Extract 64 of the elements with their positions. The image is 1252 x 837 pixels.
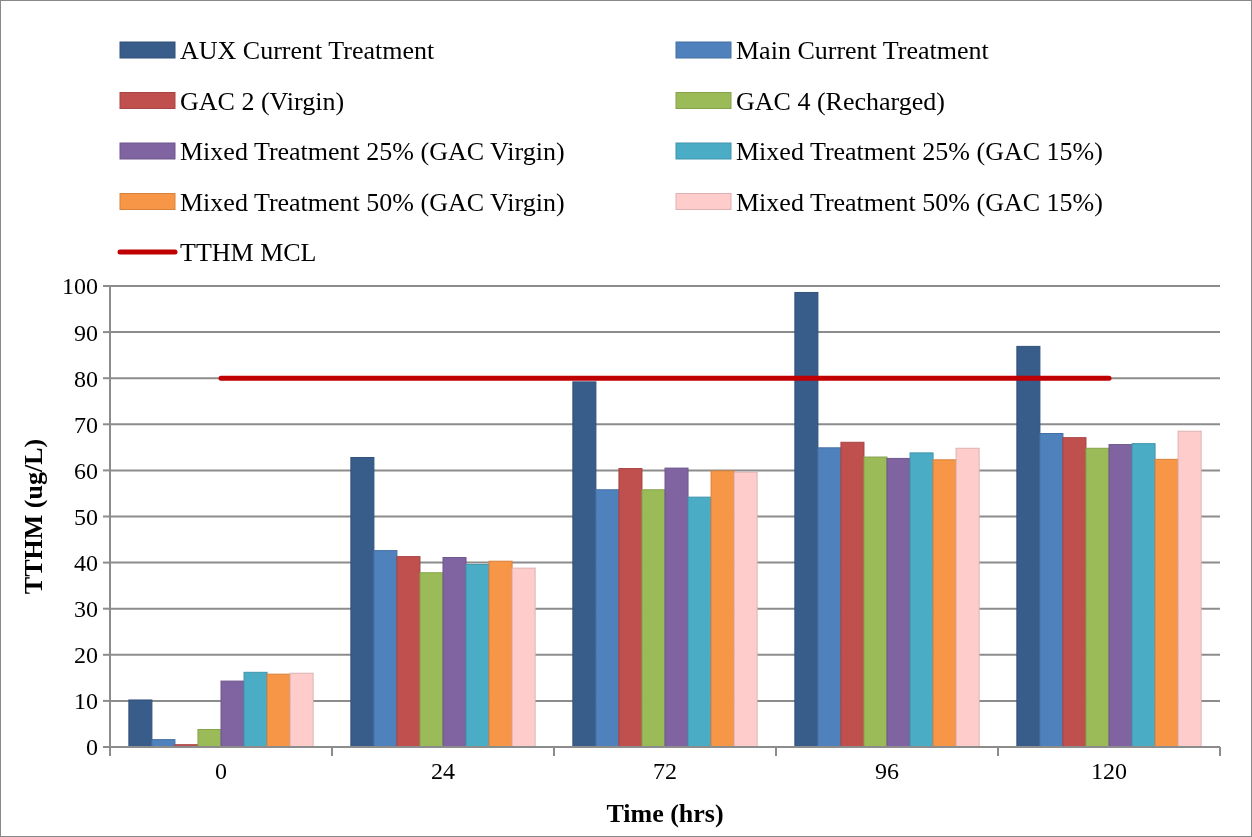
bar [687, 496, 712, 748]
bar [396, 556, 421, 748]
bar [733, 471, 758, 748]
x-tick-label: 0 [215, 758, 227, 784]
bar [794, 291, 819, 748]
y-tick-label: 60 [74, 457, 98, 484]
legend-label: GAC 4 (Recharged) [736, 86, 945, 116]
y-tick-label: 90 [74, 319, 98, 346]
bar [840, 441, 865, 748]
x-tick-label: 96 [875, 758, 899, 784]
y-tick-label: 70 [74, 411, 98, 438]
x-axis-title: Time (hrs) [606, 799, 724, 828]
legend-label: GAC 2 (Virgin) [180, 86, 345, 116]
bar [373, 550, 398, 748]
y-tick-label: 0 [86, 734, 98, 761]
bar [442, 557, 467, 748]
bar [817, 447, 842, 748]
bar [220, 680, 245, 748]
bar [511, 567, 536, 748]
legend-label: Mixed Treatment 50% (GAC Virgin) [180, 187, 565, 217]
bar [419, 572, 444, 748]
bar [886, 457, 911, 748]
bar [1177, 430, 1202, 748]
y-tick-label: 30 [74, 596, 98, 623]
bar [955, 447, 980, 748]
legend-label: AUX Current Treatment [180, 36, 435, 66]
bar [465, 563, 490, 748]
y-tick-label: 50 [74, 503, 98, 530]
y-tick-label: 10 [74, 688, 98, 715]
y-tick-label: 20 [74, 642, 98, 669]
x-tick-label: 24 [431, 758, 455, 784]
bar [1039, 433, 1064, 748]
y-tick-label: 80 [74, 365, 98, 392]
bar [266, 673, 291, 748]
x-tick-label: 120 [1091, 758, 1127, 784]
y-tick-label: 40 [74, 550, 98, 576]
bar [572, 381, 597, 748]
legend-label: Main Current Treatment [736, 36, 990, 66]
bar [641, 489, 666, 748]
bar [128, 699, 153, 748]
bar [1016, 345, 1041, 748]
bar [909, 452, 934, 748]
bar [710, 470, 735, 748]
bar [289, 672, 314, 748]
bar [863, 456, 888, 748]
bar [932, 459, 957, 748]
y-tick-label: 100 [62, 273, 98, 300]
bar [350, 456, 375, 748]
bar [1062, 437, 1087, 748]
bar [618, 468, 643, 748]
bar [488, 560, 513, 748]
legend-label: Mixed Treatment 25% (GAC 15%) [736, 137, 1103, 167]
bar [664, 467, 689, 748]
bar [1085, 447, 1110, 748]
bar [1108, 444, 1133, 748]
x-tick-label: 72 [653, 758, 677, 784]
bar [1131, 443, 1156, 748]
legend-label: TTHM MCL [180, 238, 317, 268]
bar [1154, 458, 1179, 748]
bar [243, 671, 268, 748]
legend-label: Mixed Treatment 50% (GAC 15%) [736, 187, 1103, 217]
legend-label: Mixed Treatment 25% (GAC Virgin) [180, 137, 565, 167]
y-axis-title: TTHM (ug/L) [19, 438, 48, 595]
bar [595, 489, 620, 748]
